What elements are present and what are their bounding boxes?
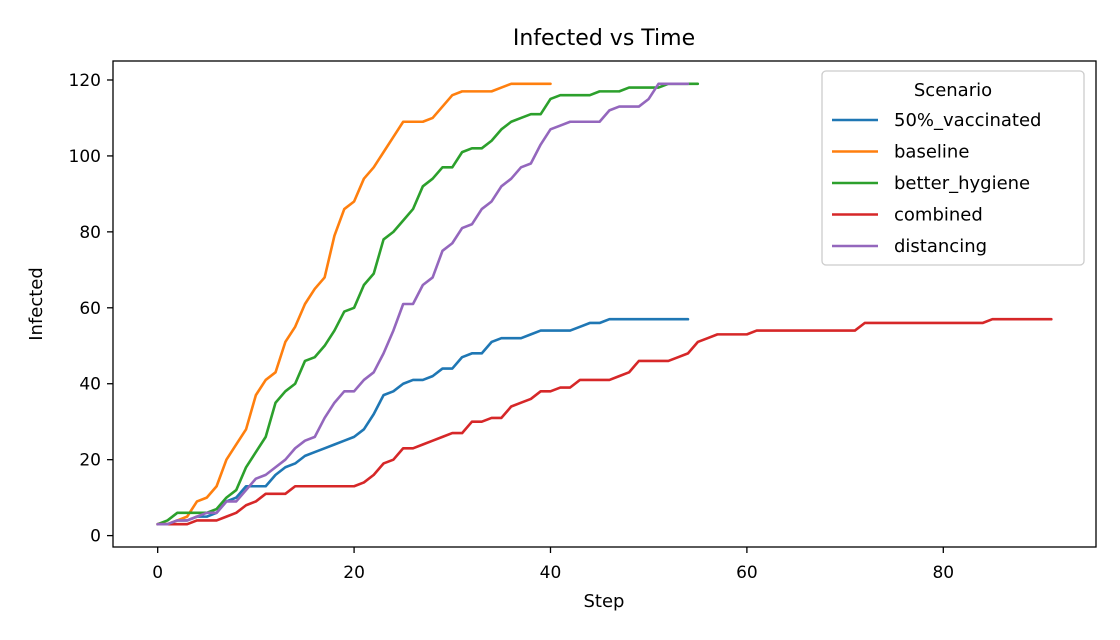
y-tick-label: 40 [79,375,101,395]
legend-label-0: 50%_vaccinated [894,110,1041,131]
y-tick-label: 100 [69,147,101,167]
x-axis: 0 20 40 60 80 [152,547,954,583]
y-tick-label: 80 [79,223,101,243]
series-line-1 [156,82,552,526]
x-tick-label: 80 [932,563,954,583]
legend-title: Scenario [914,80,992,101]
x-tick-label: 60 [736,563,758,583]
series-line-0 [156,317,690,526]
series-line-3 [156,317,1053,526]
y-tick-label: 0 [90,527,101,547]
chart-title: Infected vs Time [513,26,695,51]
legend-label-2: better_hygiene [894,173,1030,194]
legend-label-3: combined [894,205,983,226]
x-tick-label: 20 [343,563,365,583]
series-group [156,82,1053,526]
legend-label-1: baseline [894,142,969,163]
series-line-2 [156,82,700,526]
legend: Scenario 50%_vaccinated baseline better_hy… [821,70,1085,266]
x-axis-label: Step [584,591,625,612]
legend-box [821,70,1085,266]
y-tick-label: 20 [79,451,101,471]
x-tick-label: 40 [540,563,562,583]
y-tick-label: 120 [69,71,101,91]
x-tick-label: 0 [152,563,163,583]
legend-label-4: distancing [894,236,987,257]
y-tick-label: 60 [79,299,101,319]
legend-items: 50%_vaccinated baseline better_hygienecomb… [832,110,1041,257]
series-line-4 [156,82,690,526]
y-axis-label: Infected [26,267,47,341]
y-axis: 0 20 40 60 80 100 120 [69,71,113,547]
plot-frame [112,60,1097,548]
